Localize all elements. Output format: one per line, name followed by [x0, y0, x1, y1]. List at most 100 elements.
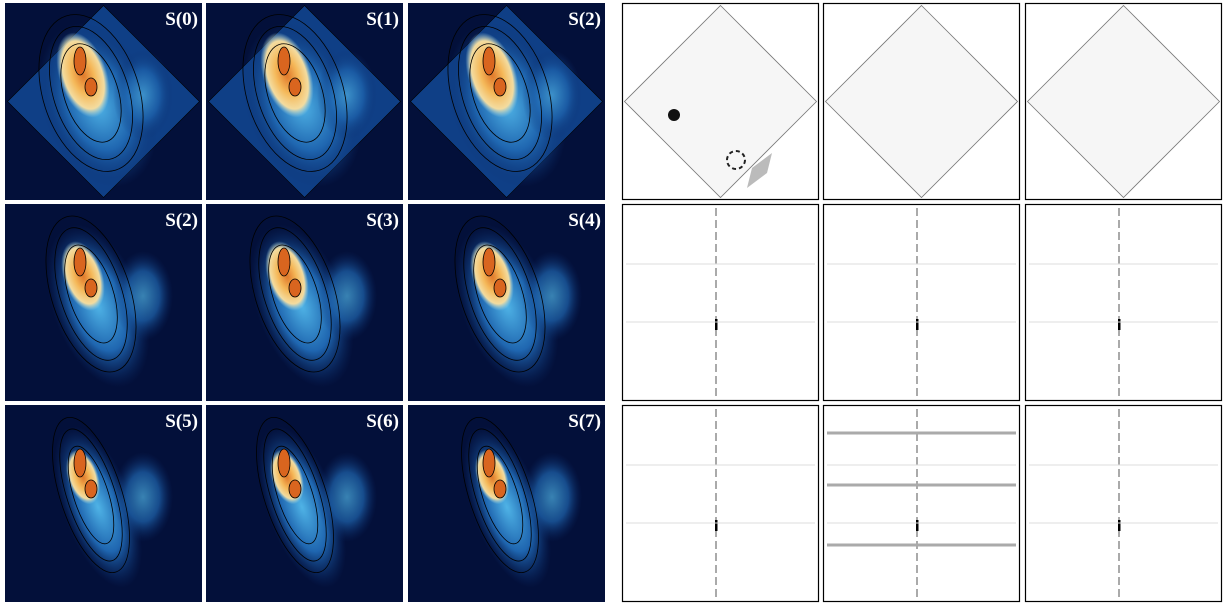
- core: [260, 32, 314, 118]
- contour: [476, 445, 524, 545]
- contour: [45, 215, 137, 373]
- residual-panel: [621, 203, 820, 402]
- contour: [288, 479, 302, 499]
- residual-panel: [1024, 404, 1223, 603]
- contour: [84, 77, 98, 97]
- residual-panel: [621, 404, 820, 603]
- contour: [454, 215, 546, 373]
- contour: [263, 428, 327, 562]
- map-content: [410, 5, 603, 198]
- residual-tick: [715, 520, 718, 531]
- contour: [277, 46, 291, 76]
- panel-label: S(4): [568, 210, 601, 231]
- contour: [54, 227, 128, 361]
- glow: [317, 251, 377, 341]
- map-content: [454, 215, 582, 388]
- contour: [49, 25, 133, 161]
- contour: [473, 244, 527, 344]
- residual-frame: [621, 203, 820, 402]
- contour: [59, 428, 123, 562]
- panel-label: S(1): [366, 9, 399, 30]
- contour: [493, 77, 507, 97]
- residual-panel: [822, 203, 1021, 402]
- residual-diamond: [1026, 4, 1221, 199]
- contour: [461, 416, 539, 574]
- residual-diamond: [623, 4, 818, 199]
- contour: [73, 247, 87, 277]
- panel-label: S(2): [165, 210, 198, 231]
- core: [465, 32, 519, 118]
- contour: [288, 278, 302, 298]
- map-content: [461, 416, 582, 588]
- map-panel: S(2): [5, 204, 202, 401]
- residual-frame: [1024, 203, 1223, 402]
- contour: [253, 25, 337, 161]
- contour: [73, 448, 87, 478]
- residual-panel: [822, 404, 1021, 603]
- residual-panel: [621, 2, 820, 201]
- panel-label: S(6): [366, 411, 399, 432]
- map-content: [256, 416, 377, 588]
- contour: [38, 14, 144, 172]
- contour: [493, 479, 507, 499]
- contour: [482, 448, 496, 478]
- map-panel: S(5): [5, 405, 202, 602]
- glow: [522, 251, 582, 341]
- contour: [463, 227, 537, 361]
- residual-tick: [1118, 520, 1121, 531]
- residual-tick: [715, 319, 718, 330]
- contour: [60, 43, 122, 143]
- contour: [258, 227, 332, 361]
- contour: [458, 25, 542, 161]
- panel-label: S(5): [165, 411, 198, 432]
- contour: [482, 247, 496, 277]
- contour: [64, 244, 118, 344]
- contour: [84, 479, 98, 499]
- map-panel: S(4): [408, 204, 605, 401]
- panel-label: S(7): [568, 411, 601, 432]
- glow: [113, 251, 173, 341]
- contour: [277, 448, 291, 478]
- map-panel: S(1): [206, 3, 403, 200]
- contour: [67, 445, 115, 545]
- map-content: [52, 416, 173, 588]
- glow: [113, 50, 173, 140]
- contour: [264, 43, 326, 143]
- contour: [73, 46, 87, 76]
- map-content: [208, 5, 401, 198]
- residual-panel: [1024, 203, 1223, 402]
- contour: [249, 215, 341, 373]
- panel-label: S(2): [568, 9, 601, 30]
- residual-frame: [822, 404, 1021, 603]
- map-panel: S(0): [5, 3, 202, 200]
- residual-shade: [747, 153, 772, 188]
- panel-label: S(0): [165, 9, 198, 30]
- residual-tick: [916, 319, 919, 330]
- core: [56, 32, 110, 118]
- residual-panel: [1024, 2, 1223, 201]
- residual-frame: [621, 404, 820, 603]
- residual-panel: [822, 2, 1021, 201]
- contour: [288, 77, 302, 97]
- residual-frame: [1024, 404, 1223, 603]
- contour: [271, 445, 319, 545]
- contour: [268, 244, 322, 344]
- contour: [482, 46, 496, 76]
- residual-spot: [668, 109, 680, 121]
- glow: [522, 50, 582, 140]
- residual-tick: [1118, 319, 1121, 330]
- panel-label: S(3): [366, 210, 399, 231]
- map-panel: S(2): [408, 3, 605, 200]
- residual-ring: [726, 150, 746, 170]
- contour: [469, 43, 531, 143]
- contour: [468, 428, 532, 562]
- residual-diamond: [824, 4, 1019, 199]
- contour: [447, 14, 553, 172]
- residual-frame: [822, 203, 1021, 402]
- map-panel: S(7): [408, 405, 605, 602]
- contour: [52, 416, 130, 574]
- map-panel: S(3): [206, 204, 403, 401]
- contour: [242, 14, 348, 172]
- contour: [84, 278, 98, 298]
